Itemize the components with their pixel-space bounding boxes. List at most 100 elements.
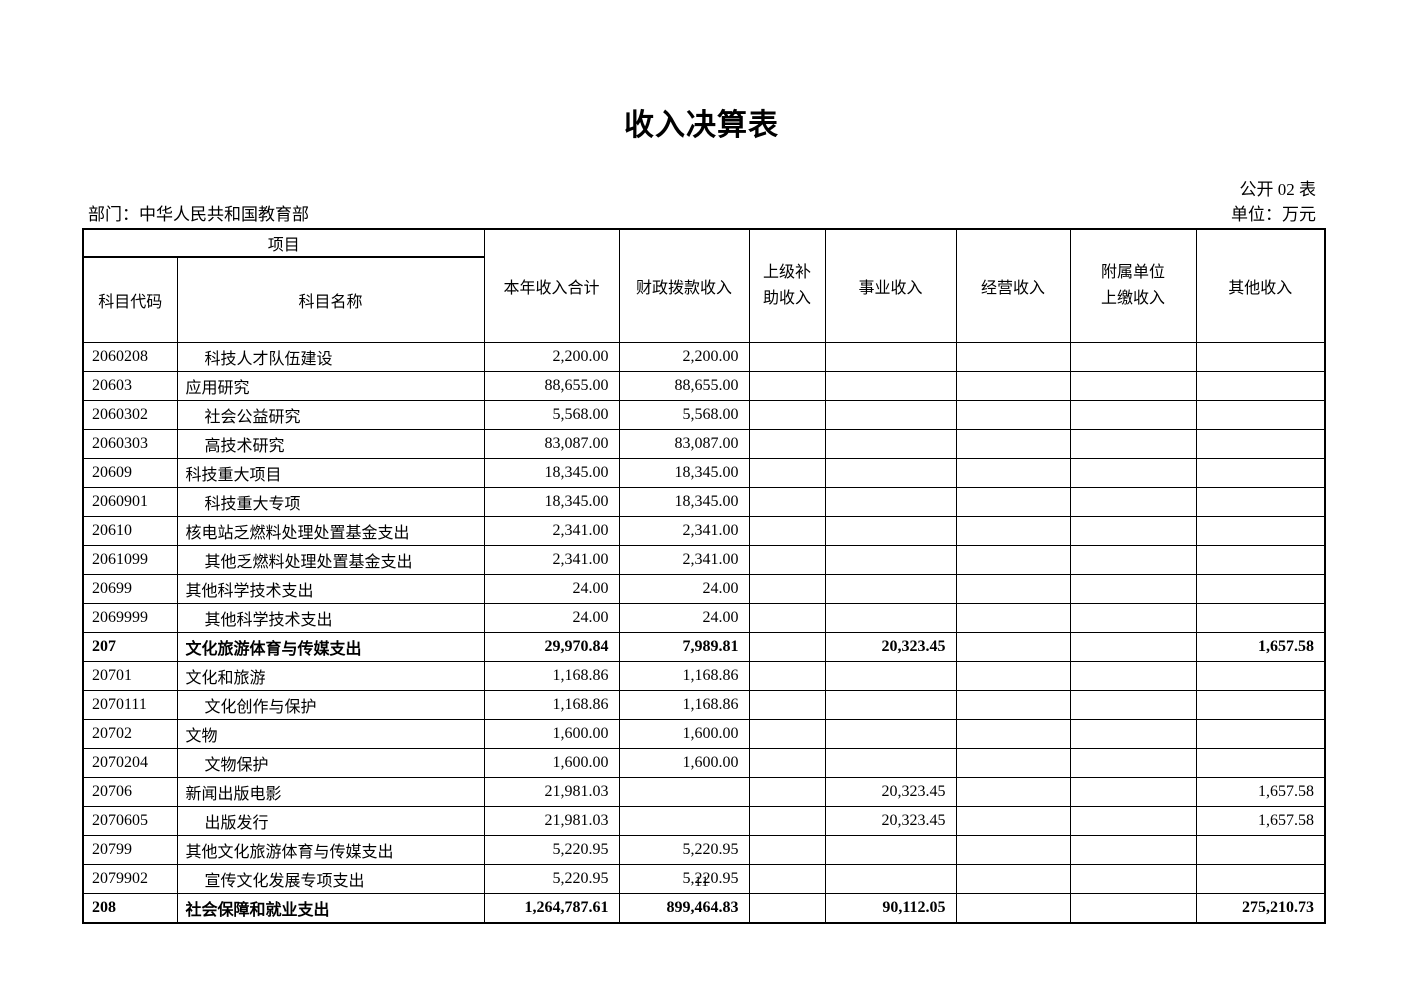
amount-cell	[1069, 458, 1197, 488]
table-row: 2060208 科技人才队伍建设 2,200.00 2,200.00	[82, 342, 1326, 372]
amount-cell	[748, 690, 826, 720]
amount-cell	[1195, 661, 1326, 691]
amount-cell: 275,210.73	[1195, 893, 1326, 924]
table-row: 2060302 社会公益研究 5,568.00 5,568.00	[82, 400, 1326, 430]
amount-cell: 2,200.00	[618, 342, 750, 372]
amount-cell	[1195, 719, 1326, 749]
header-subject-code: 科目代码	[82, 256, 178, 343]
subject-code-cell: 2070204	[82, 748, 178, 778]
amount-cell	[1069, 603, 1197, 633]
subject-code-cell: 208	[82, 893, 178, 924]
amount-cell	[1069, 342, 1197, 372]
amount-cell	[748, 516, 826, 546]
table-row: 2060303 高技术研究 83,087.00 83,087.00	[82, 429, 1326, 459]
amount-cell	[1069, 661, 1197, 691]
amount-cell: 1,657.58	[1195, 777, 1326, 807]
amount-cell: 21,981.03	[483, 777, 620, 807]
amount-cell	[824, 545, 957, 575]
amount-cell	[1069, 429, 1197, 459]
amount-cell	[748, 429, 826, 459]
amount-cell	[824, 748, 957, 778]
amount-cell	[1069, 719, 1197, 749]
subject-code-cell: 2069999	[82, 603, 178, 633]
subject-name-cell: 高技术研究	[176, 429, 485, 459]
subject-code-cell: 2061099	[82, 545, 178, 575]
subject-code-cell: 20610	[82, 516, 178, 546]
subject-name-cell: 宣传文化发展专项支出	[176, 864, 485, 894]
amount-cell	[955, 777, 1071, 807]
table-row: 20610 核电站乏燃料处理处置基金支出 2,341.00 2,341.00	[82, 516, 1326, 546]
amount-cell	[748, 893, 826, 924]
subject-code-cell: 20799	[82, 835, 178, 865]
amount-cell	[955, 806, 1071, 836]
header-affiliated-unit-label: 附属单位上缴收入	[1101, 263, 1166, 307]
table-row: 2061099 其他乏燃料处理处置基金支出 2,341.00 2,341.00	[82, 545, 1326, 575]
amount-cell	[1195, 574, 1326, 604]
amount-cell: 20,323.45	[824, 806, 957, 836]
amount-cell	[955, 835, 1071, 865]
amount-cell	[748, 371, 826, 401]
subject-name-cell: 核电站乏燃料处理处置基金支出	[176, 516, 485, 546]
amount-cell	[1069, 400, 1197, 430]
amount-cell: 21,981.03	[483, 806, 620, 836]
amount-cell: 18,345.00	[618, 487, 750, 517]
amount-cell	[955, 690, 1071, 720]
amount-cell: 18,345.00	[618, 458, 750, 488]
amount-cell	[748, 661, 826, 691]
table-row: 20799 其他文化旅游体育与传媒支出 5,220.95 5,220.95	[82, 835, 1326, 865]
header-row-project: 项目 本年收入合计 财政拨款收入 上级补助收入 事业收入 经营收入 附属单位上缴…	[82, 228, 1326, 343]
amount-cell	[955, 748, 1071, 778]
amount-cell	[824, 661, 957, 691]
header-other-income: 其他收入	[1195, 228, 1326, 343]
amount-cell	[1195, 603, 1326, 633]
amount-cell	[1195, 429, 1326, 459]
amount-cell: 899,464.83	[618, 893, 750, 924]
amount-cell	[1069, 864, 1197, 894]
table-row: 20702 文物 1,600.00 1,600.00	[82, 719, 1326, 749]
subject-code-cell: 20609	[82, 458, 178, 488]
amount-cell: 20,323.45	[824, 632, 957, 662]
table-row: 20706 新闻出版电影 21,981.03 20,323.45 1,657.58	[82, 777, 1326, 807]
amount-cell	[748, 748, 826, 778]
header-fiscal-appropriation: 财政拨款收入	[618, 228, 750, 343]
amount-cell	[748, 400, 826, 430]
header-total-income: 本年收入合计	[483, 228, 620, 343]
amount-cell: 1,168.86	[618, 690, 750, 720]
subject-code-cell: 20701	[82, 661, 178, 691]
amount-cell	[955, 487, 1071, 517]
subject-code-cell: 20603	[82, 371, 178, 401]
table-row: 20609 科技重大项目 18,345.00 18,345.00	[82, 458, 1326, 488]
amount-cell	[824, 690, 957, 720]
amount-cell: 7,989.81	[618, 632, 750, 662]
amount-cell	[1069, 690, 1197, 720]
amount-cell	[1069, 835, 1197, 865]
amount-cell	[748, 632, 826, 662]
amount-cell	[955, 574, 1071, 604]
amount-cell: 2,341.00	[483, 516, 620, 546]
amount-cell: 5,568.00	[483, 400, 620, 430]
page-title: 收入决算表	[624, 109, 779, 142]
amount-cell	[1195, 487, 1326, 517]
amount-cell: 2,341.00	[483, 545, 620, 575]
subject-name-cell: 文物	[176, 719, 485, 749]
amount-cell	[824, 342, 957, 372]
amount-cell	[1195, 864, 1326, 894]
amount-cell: 1,600.00	[618, 748, 750, 778]
amount-cell	[824, 603, 957, 633]
table-row: 2070605 出版发行 21,981.03 20,323.45 1,657.58	[82, 806, 1326, 836]
amount-cell: 83,087.00	[618, 429, 750, 459]
amount-cell: 1,600.00	[618, 719, 750, 749]
amount-cell: 24.00	[483, 574, 620, 604]
subject-code-cell: 20706	[82, 777, 178, 807]
amount-cell: 1,168.86	[618, 661, 750, 691]
amount-cell	[748, 806, 826, 836]
table-row: 2070111 文化创作与保护 1,168.86 1,168.86	[82, 690, 1326, 720]
amount-cell: 24.00	[483, 603, 620, 633]
amount-cell: 5,568.00	[618, 400, 750, 430]
amount-cell: 1,600.00	[483, 748, 620, 778]
amount-cell	[955, 516, 1071, 546]
amount-cell	[824, 458, 957, 488]
amount-cell	[955, 719, 1071, 749]
subject-name-cell: 其他文化旅游体育与传媒支出	[176, 835, 485, 865]
